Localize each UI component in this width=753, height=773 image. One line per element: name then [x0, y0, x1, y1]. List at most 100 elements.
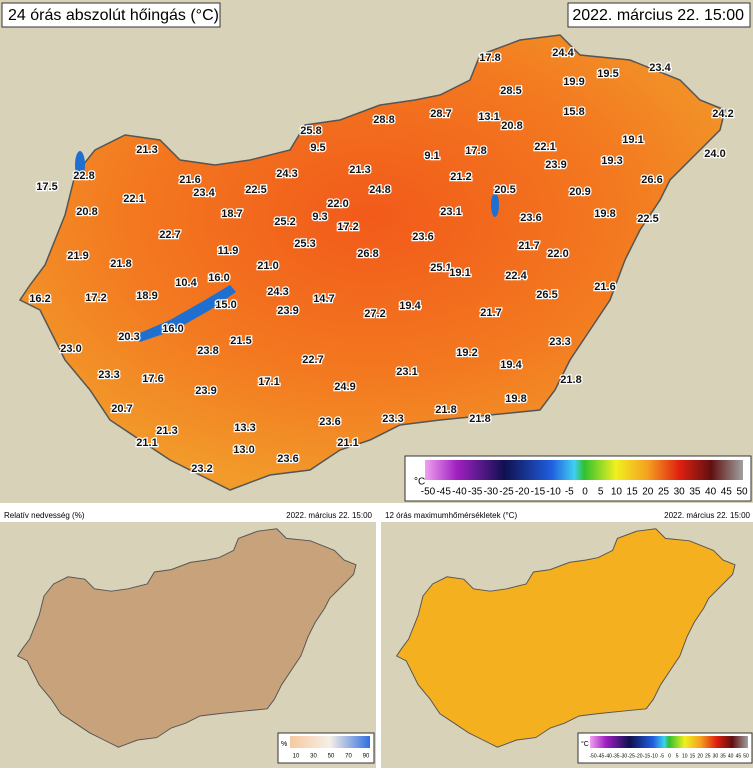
scale-tick-label: -10	[651, 753, 658, 759]
station-value: 22.5	[637, 213, 658, 225]
scale-tick-label: 0	[582, 487, 588, 498]
lake	[75, 151, 85, 179]
station-value: 20.5	[494, 184, 515, 196]
station-value: 28.5	[500, 85, 521, 97]
station-value: 17.5	[36, 181, 57, 193]
scale-unit: %	[281, 741, 287, 748]
scale-tick-label: 50	[328, 754, 335, 760]
station-value: 21.9	[67, 250, 88, 262]
station-value: 24.8	[369, 184, 390, 196]
station-value: 22.1	[534, 141, 555, 153]
scale-tick-label: 35	[689, 487, 701, 498]
station-value: 23.6	[277, 453, 298, 465]
station-value: 19.5	[597, 68, 618, 80]
station-value: 23.1	[396, 366, 417, 378]
station-value: 19.3	[601, 155, 622, 167]
station-value: 15.0	[215, 299, 236, 311]
map-date: 2022. március 22. 15:00	[664, 511, 750, 520]
map-date: 2022. március 22. 15:00	[286, 511, 372, 520]
station-value: 23.6	[319, 416, 340, 428]
scale-tick-label: 15	[627, 487, 639, 498]
scale-tick-label: 10	[682, 753, 688, 759]
scale-tick-label: 90	[363, 754, 370, 760]
station-value: 23.4	[649, 62, 671, 74]
station-value: 19.1	[622, 134, 643, 146]
scale-unit: °C	[414, 477, 425, 488]
station-value: 9.3	[312, 211, 327, 223]
station-value: 24.3	[276, 168, 297, 180]
station-value: 21.0	[257, 260, 278, 272]
scale-tick-label: -5	[565, 487, 574, 498]
station-value: 23.6	[520, 212, 541, 224]
station-value: 22.8	[73, 170, 94, 182]
station-value: 21.3	[156, 425, 177, 437]
scale-tick-label: 20	[642, 487, 654, 498]
station-value: 19.9	[563, 76, 584, 88]
scale-tick-label: -20	[515, 487, 530, 498]
station-value: 23.6	[412, 231, 433, 243]
station-value: 23.4	[193, 187, 215, 199]
station-value: 21.7	[480, 307, 501, 319]
scale-tick-label: -35	[612, 753, 619, 759]
station-value: 23.1	[440, 206, 461, 218]
scale-tick-label: -45	[597, 753, 604, 759]
station-value: 22.7	[159, 229, 180, 241]
scale-tick-label: 35	[720, 753, 726, 759]
scale-tick-label: 50	[736, 487, 748, 498]
station-value: 23.0	[60, 343, 81, 355]
station-value: 22.0	[547, 248, 568, 260]
scale-tick-label: -35	[468, 487, 483, 498]
station-value: 24.2	[712, 108, 733, 120]
station-value: 24.9	[334, 381, 355, 393]
station-value: 25.2	[274, 216, 295, 228]
scale-tick-label: 70	[345, 754, 352, 760]
station-value: 21.3	[136, 144, 157, 156]
station-value: 27.2	[364, 308, 385, 320]
title-bar	[381, 508, 753, 522]
station-value: 21.6	[179, 174, 200, 186]
scale-tick-label: -40	[605, 753, 612, 759]
scale-tick-label: 30	[310, 754, 317, 760]
station-value: 22.1	[123, 193, 144, 205]
station-value: 22.0	[327, 198, 348, 210]
station-value: 26.5	[536, 289, 557, 301]
station-value: 23.2	[191, 463, 212, 475]
scale-tick-label: -50	[421, 487, 436, 498]
station-value: 28.7	[430, 108, 451, 120]
station-value: 25.8	[300, 125, 321, 137]
station-value: 19.4	[500, 359, 522, 371]
scale-tick-label: 25	[658, 487, 670, 498]
station-value: 16.0	[162, 323, 183, 335]
station-value: 21.1	[337, 437, 358, 449]
scale-tick-label: -10	[546, 487, 561, 498]
date-box	[567, 2, 751, 28]
station-value: 21.3	[349, 164, 370, 176]
station-value: 23.3	[549, 336, 570, 348]
color-scale	[425, 460, 743, 480]
station-value: 11.9	[218, 245, 239, 257]
station-value: 17.2	[337, 221, 358, 233]
color-scale	[590, 736, 748, 748]
station-value: 21.8	[110, 258, 131, 270]
station-value: 24.3	[267, 286, 288, 298]
station-value: 13.0	[233, 444, 254, 456]
station-value: 14.7	[313, 293, 334, 305]
station-value: 20.7	[111, 403, 132, 415]
station-value: 24.0	[704, 148, 725, 160]
scale-tick-label: 0	[668, 753, 671, 759]
station-value: 25.3	[294, 238, 315, 250]
station-value: 18.9	[136, 290, 157, 302]
station-value: 19.8	[594, 208, 615, 220]
station-value: 18.7	[221, 208, 242, 220]
scale-tick-label: -30	[620, 753, 627, 759]
station-value: 20.8	[76, 206, 97, 218]
scale-tick-label: -40	[452, 487, 467, 498]
station-value: 21.6	[594, 281, 615, 293]
scale-unit: °C	[581, 740, 589, 748]
station-value: 10.4	[175, 277, 197, 289]
scale-tick-label: -25	[628, 753, 635, 759]
scale-tick-label: -20	[635, 753, 642, 759]
station-value: 19.1	[449, 267, 470, 279]
scale-tick-label: 45	[721, 487, 733, 498]
station-value: 23.9	[277, 305, 298, 317]
